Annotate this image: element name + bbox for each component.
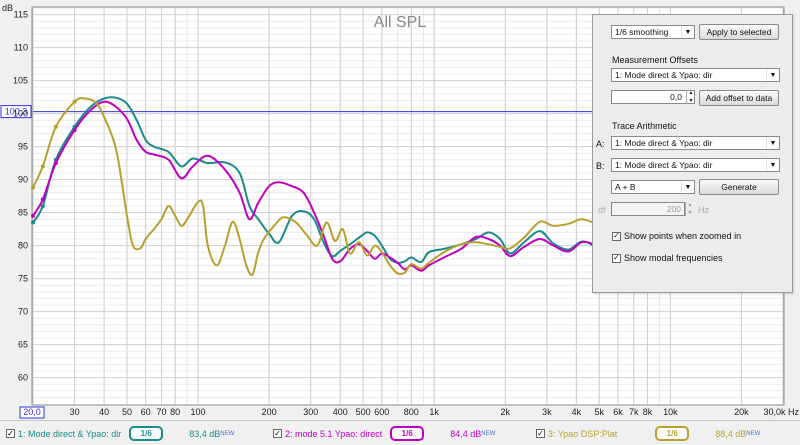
df-field[interactable]: 200 [611, 202, 685, 216]
y-tick-label: 70 [18, 307, 28, 317]
chart-title: All SPL [374, 14, 427, 31]
show-points-toggle[interactable]: ✓ Show points when zoomed in [612, 231, 742, 241]
show-modal-toggle[interactable]: ✓ Show modal frequencies [612, 253, 723, 263]
x-tick-label: 300 [303, 407, 318, 417]
y-tick-label: 65 [18, 340, 28, 350]
x-tick-label: 2k [501, 407, 511, 417]
series-point [53, 161, 58, 166]
checkbox-checked-icon[interactable]: ✓ [536, 428, 545, 438]
chevron-down-icon: ▼ [681, 181, 694, 193]
series-point [31, 220, 35, 225]
series-point [53, 124, 58, 129]
add-offset-button[interactable]: Add offset to data [699, 90, 779, 106]
y-tick-label: 60 [18, 373, 28, 383]
x-tick-label: 5k [594, 407, 604, 417]
x-tick-label: 20k [734, 407, 749, 417]
y-tick-label: 75 [18, 274, 28, 284]
checkbox-checked-icon[interactable]: ✓ [612, 253, 621, 263]
trace-a-label: A: [596, 139, 605, 149]
y-tick-label: 90 [18, 175, 28, 185]
measurement-offsets-label: Measurement Offsets [612, 55, 698, 65]
x-tick-label: 40 [99, 407, 109, 417]
series-point [31, 213, 35, 218]
offsets-measurement-select[interactable]: 1: Mode direct & Ypao: dir ▼ [611, 68, 780, 82]
y-tick-label: 105 [13, 76, 28, 86]
y-tick-label: 80 [18, 241, 28, 251]
df-label: df [598, 205, 606, 215]
series-point [31, 185, 35, 190]
trace-b-label: B: [596, 161, 605, 171]
x-tick-label: 1k [429, 407, 439, 417]
x-tick-label: 100 [191, 407, 206, 417]
checkbox-checked-icon[interactable]: ✓ [6, 428, 15, 438]
trace-level: 83,4 dB [189, 428, 221, 439]
chevron-down-icon: ▼ [766, 159, 779, 171]
smoothing-select[interactable]: 1/6 smoothing ▼ [611, 25, 695, 39]
series-point [40, 204, 45, 208]
chevron-down-icon: ▼ [681, 26, 694, 38]
smoothing-indicator[interactable]: 1/6 [655, 426, 690, 441]
y-tick-label: 115 [14, 10, 28, 20]
df-spinner[interactable]: ▲ ▼ [685, 202, 694, 216]
y-tick-label: 85 [18, 208, 28, 218]
x-tick-label: 7k [629, 407, 639, 417]
new-badge: NEW [220, 430, 235, 437]
legend-trace-2[interactable]: ✓ 2: mode 5.1 Ypao: direct 1/6 84,4 dB NE… [273, 426, 495, 441]
x-tick-label: 30 [70, 407, 80, 417]
x-tick-label: 200 [262, 407, 277, 417]
x-tick-label: 4k [572, 407, 582, 417]
legend-trace-1[interactable]: ✓ 1: Mode direct & Ypao: dir 1/6 83,4 dB… [6, 426, 234, 441]
controls-panel: 1/6 smoothing ▼ Apply to selected Measure… [592, 14, 793, 293]
smoothing-indicator[interactable]: 1/6 [390, 426, 425, 441]
series-point [72, 128, 77, 133]
offset-spinner[interactable]: ▲ ▼ [686, 90, 695, 104]
x-tick-label: 800 [404, 407, 419, 417]
x-tick-label: 10k [663, 407, 678, 417]
trace-legend: ✓ 1: Mode direct & Ypao: dir 1/6 83,4 dB… [0, 420, 800, 445]
y-axis-label: dB [2, 3, 13, 13]
x-tick-label: 8k [643, 407, 653, 417]
trace-level: 84,4 dB [450, 428, 482, 439]
x-tick-label: 20,0 [23, 407, 41, 417]
x-tick-label: 50 [122, 407, 132, 417]
x-tick-label: 70 [156, 407, 166, 417]
series-point [40, 197, 45, 202]
y-tick-label: 110 [14, 43, 28, 53]
new-badge: NEW [746, 430, 761, 437]
x-tick-label: 3k [542, 407, 552, 417]
x-tick-label: 60 [141, 407, 151, 417]
series-point [72, 99, 77, 104]
checkbox-checked-icon[interactable]: ✓ [273, 428, 282, 438]
legend-trace-3[interactable]: ✓ 3: Ypao DSP:Plat 1/6 88,4 dB NEW [536, 426, 760, 441]
series-point [40, 164, 45, 169]
x-tick-label: 500 [356, 407, 371, 417]
x-tick-label: 600 [374, 407, 389, 417]
reference-value-label: 100,3 [5, 107, 28, 117]
y-tick-label: 95 [18, 142, 28, 152]
x-cursor-box [19, 406, 45, 419]
reference-value-box [0, 105, 32, 119]
chevron-down-icon: ▼ [766, 69, 779, 81]
trace-b-select[interactable]: 1: Mode direct & Ypao: dir ▼ [611, 158, 780, 172]
trace-level: 88,4 dB [715, 428, 747, 439]
x-tick-label: 30,0k Hz [763, 407, 799, 417]
apply-to-selected-button[interactable]: Apply to selected [699, 24, 779, 40]
trace-arithmetic-label: Trace Arithmetic [612, 121, 677, 131]
offset-value-field[interactable]: 0,0 [611, 90, 695, 104]
trace-a-select[interactable]: 1: Mode direct & Ypao: dir ▼ [611, 136, 780, 150]
x-tick-label: 400 [333, 407, 348, 417]
x-tick-label: 6k [613, 407, 623, 417]
checkbox-checked-icon[interactable]: ✓ [612, 231, 621, 241]
operation-select[interactable]: A + B ▼ [611, 180, 695, 194]
x-tick-label: 80 [170, 407, 180, 417]
y-tick-label: 100 [13, 109, 28, 119]
df-unit-label: Hz [698, 205, 709, 215]
generate-button[interactable]: Generate [699, 179, 779, 195]
chevron-down-icon: ▼ [766, 137, 779, 149]
new-badge: NEW [481, 430, 496, 437]
smoothing-indicator[interactable]: 1/6 [129, 426, 164, 441]
